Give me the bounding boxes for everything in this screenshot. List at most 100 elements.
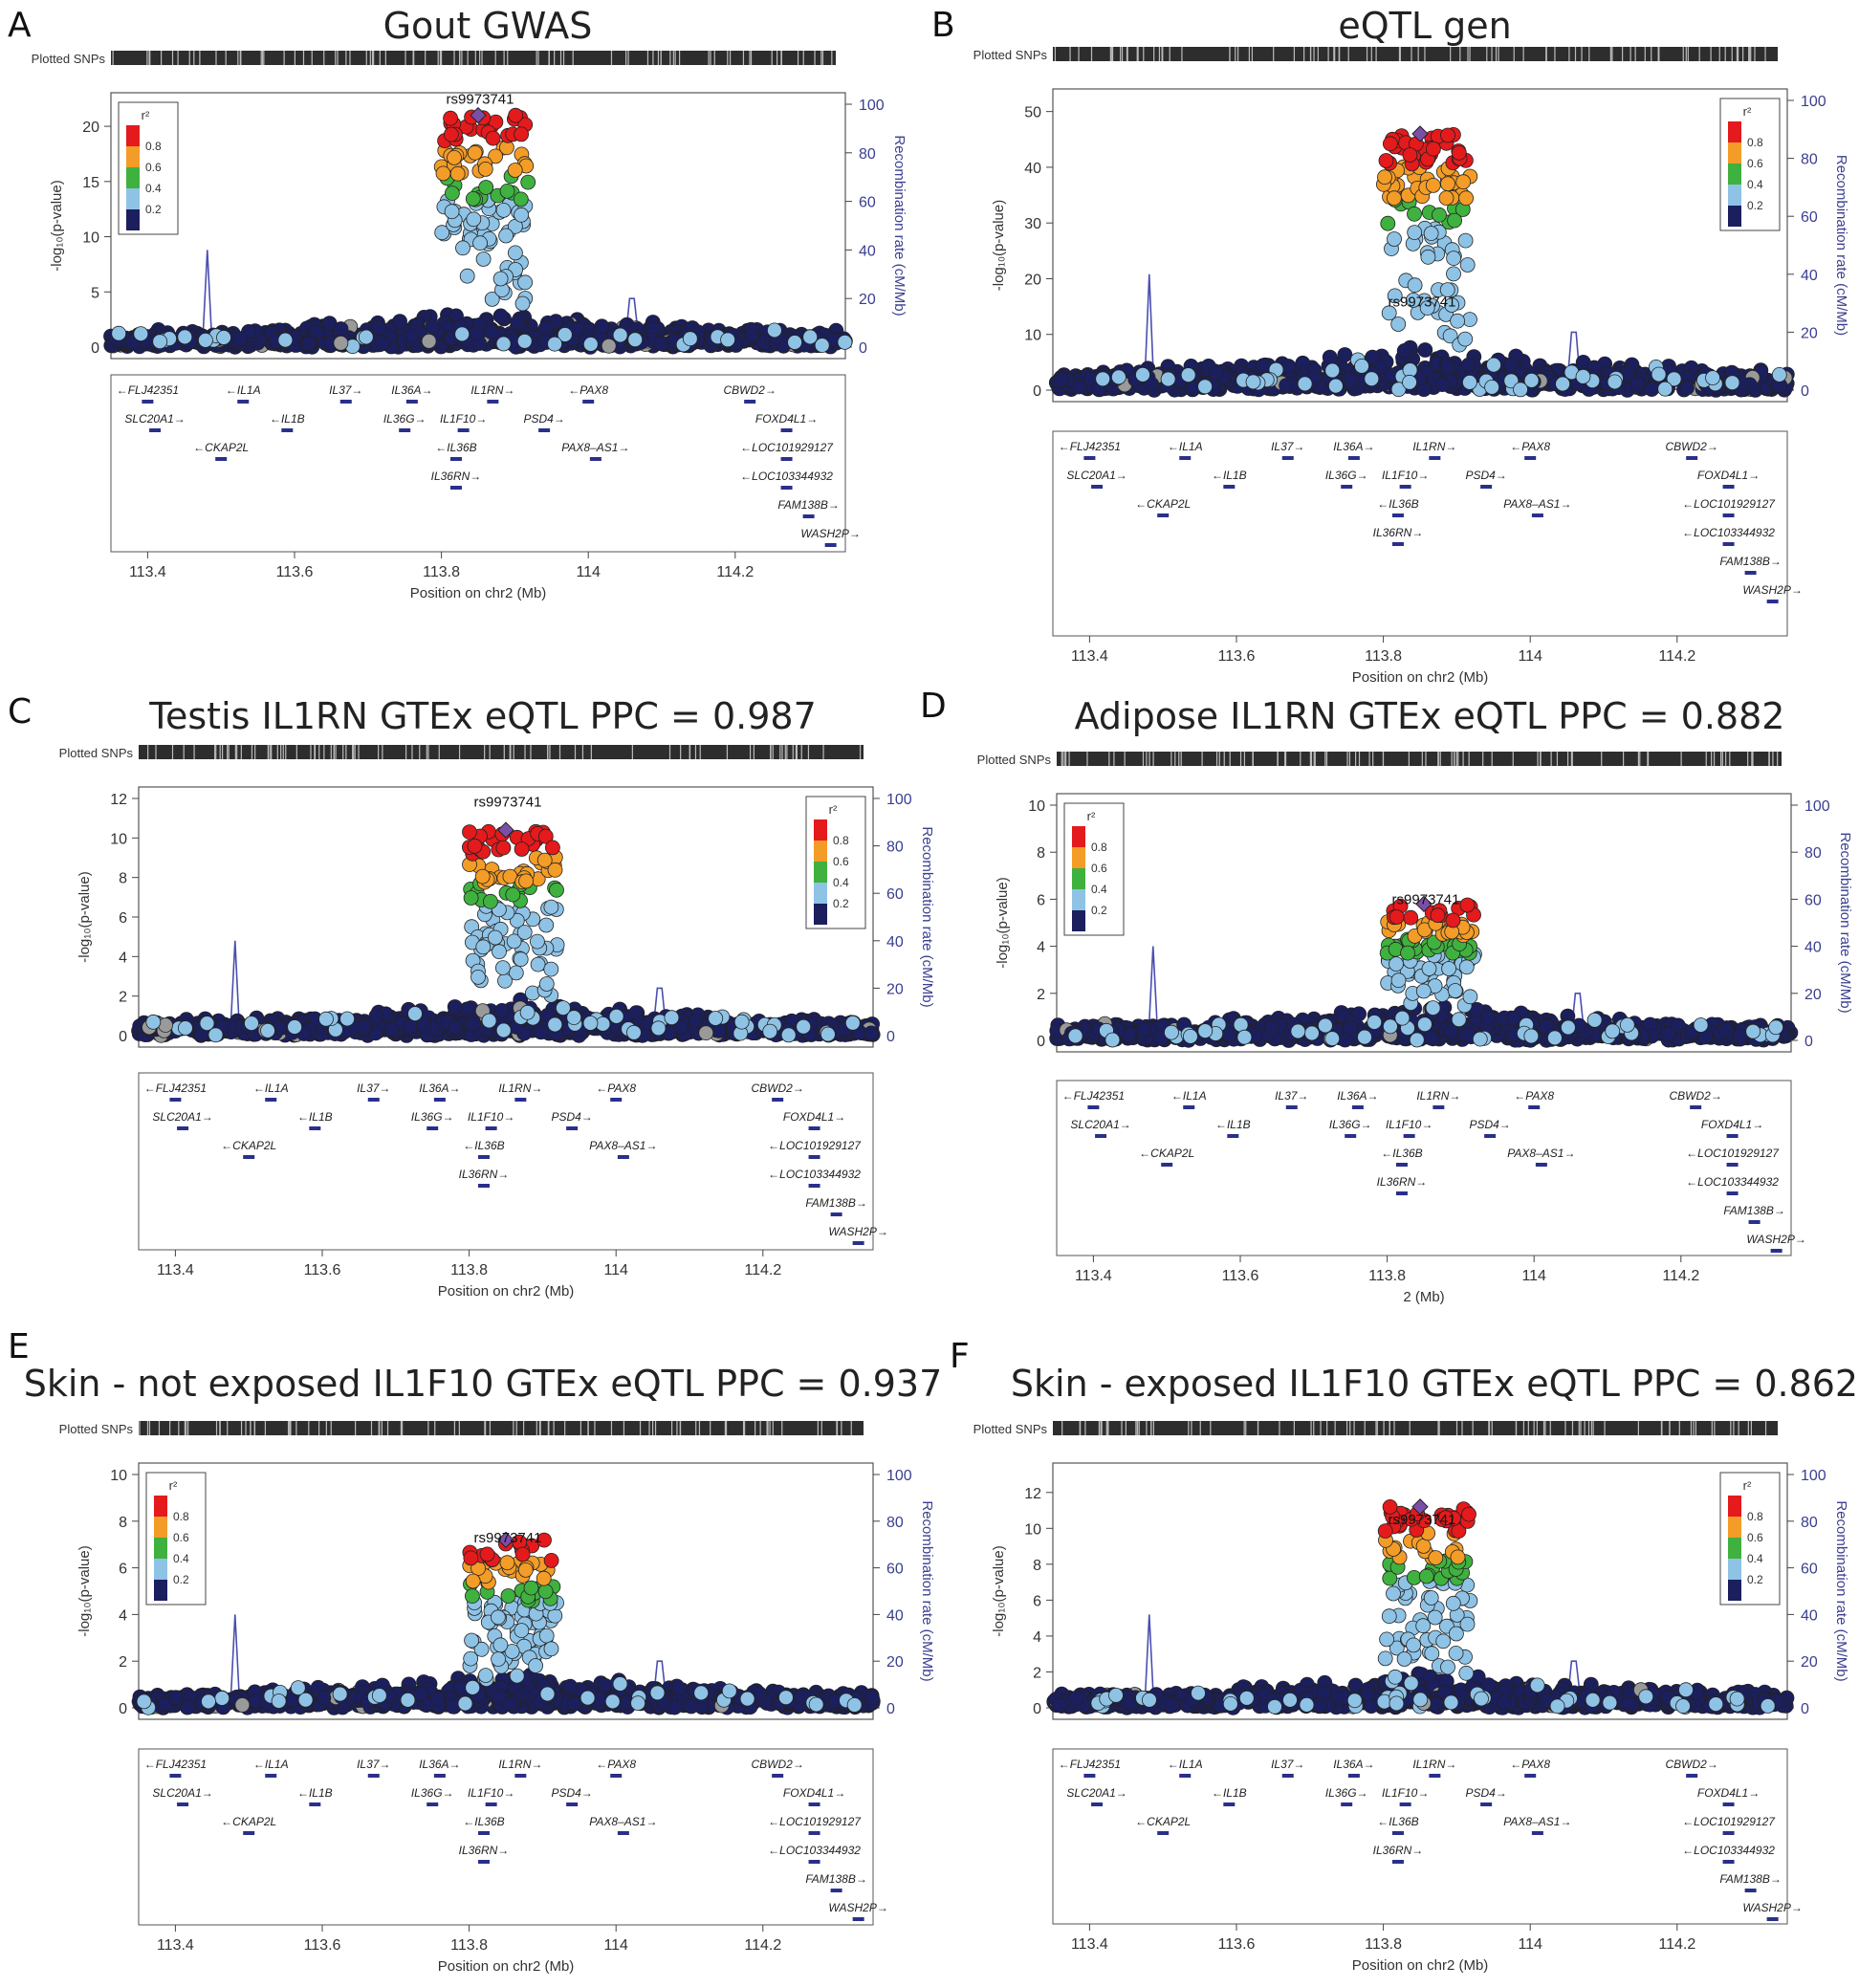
gene-body: [1179, 456, 1192, 460]
snp-point: [543, 961, 559, 977]
snp-point: [403, 1018, 418, 1035]
gene-body: [566, 1126, 579, 1130]
gene-label: ←IL1A: [226, 383, 261, 397]
snp-point: [300, 336, 317, 352]
y-tick-label: 30: [1024, 216, 1041, 232]
recomb-tick-label: 0: [859, 340, 867, 357]
snp-point: [1446, 251, 1461, 267]
snp-strip-gap: [1368, 752, 1370, 766]
snp-point: [1209, 364, 1224, 381]
panel-D: D Adipose IL1RN GTEx eQTL PPC = 0.882Plot…: [920, 687, 1853, 1305]
snp-strip-gap: [378, 1421, 380, 1435]
gene-label: IL36G→: [1325, 469, 1368, 482]
snp-point: [197, 332, 213, 348]
snp-strip-gap: [1748, 47, 1750, 61]
r2-legend-swatch: [814, 841, 827, 862]
gene-label: IL37→: [329, 383, 362, 397]
snp-strip-gap: [1086, 752, 1088, 766]
r2-legend-swatch: [1072, 889, 1085, 910]
snp-point: [513, 951, 529, 968]
gene-label: WASH2P→: [828, 1225, 887, 1238]
snp-point: [1505, 1011, 1521, 1026]
r2-legend-swatch: [126, 188, 140, 209]
snp-point: [1417, 1016, 1433, 1033]
y2-axis-label: Recombination rate (cM/Mb): [919, 826, 935, 1007]
lead-snp-label: rs9973741: [447, 92, 514, 108]
snp-point: [514, 295, 531, 312]
snp-point: [403, 328, 419, 344]
recomb-tick-label: 80: [886, 1515, 904, 1531]
snp-strip-gap: [225, 51, 227, 65]
snp-strip-gap: [1751, 752, 1753, 766]
snp-point: [536, 852, 553, 868]
snp-strip-gap: [330, 745, 332, 759]
snp-point: [1724, 375, 1740, 391]
snp-strip-gap: [453, 51, 455, 65]
snp-strip-gap: [148, 51, 150, 65]
snp-strip-gap: [419, 745, 421, 759]
snp-point: [594, 318, 610, 335]
gene-body: [237, 400, 250, 404]
snp-strip-gap: [1113, 752, 1115, 766]
recomb-tick-label: 40: [1801, 268, 1818, 284]
recomb-tick-label: 80: [1804, 845, 1822, 862]
snp-strip-gap: [264, 1421, 267, 1435]
r2-legend-swatch: [126, 146, 140, 167]
snp-strip-gap: [1348, 752, 1351, 766]
snp-strip-gap: [1229, 752, 1231, 766]
snp-strip-gap: [1370, 47, 1372, 61]
snp-point: [1705, 370, 1720, 386]
snp-strip-gap: [1721, 752, 1723, 766]
snp-strip-gap: [792, 745, 794, 759]
snp-strip-gap: [193, 51, 195, 65]
snp-point: [444, 186, 460, 202]
r2-legend-tick: 0.8: [1747, 136, 1763, 149]
snp-strip-gap: [680, 745, 682, 759]
gene-label: IL36RN→: [459, 1168, 510, 1181]
snp-point: [820, 1026, 836, 1042]
snp-strip-gap: [268, 745, 270, 759]
snp-strip-gap: [1339, 47, 1341, 61]
x-tick-label: 113.6: [276, 564, 314, 580]
recomb-tick-label: 100: [886, 792, 912, 808]
snp-strip-gap: [219, 1421, 221, 1435]
snp-point: [1344, 374, 1360, 390]
snp-strip-gap: [820, 51, 822, 65]
snp-strip-gap: [1698, 47, 1700, 61]
snp-point: [1383, 136, 1398, 152]
snp-point: [1197, 1023, 1214, 1038]
snp-point: [549, 882, 564, 898]
snp-strip-gap: [766, 1421, 768, 1435]
r2-legend-tick: 0.6: [145, 161, 162, 174]
gene-label: ←PAX8: [568, 383, 608, 397]
panel-letter: D: [920, 687, 947, 726]
snp-strip-gap: [660, 51, 662, 65]
snp-point: [1441, 961, 1456, 976]
snp-strip-gap: [474, 51, 476, 65]
snp-strip-gap: [1161, 47, 1163, 61]
snp-strip-gap: [1181, 47, 1183, 61]
r2-legend-tick: 0.2: [1091, 904, 1107, 917]
snp-strip-gap: [1468, 752, 1470, 766]
r2-legend-swatch: [1728, 142, 1741, 164]
snp-strip-gap: [308, 1421, 310, 1435]
snp-strip-gap: [652, 51, 654, 65]
snp-point: [1447, 212, 1462, 229]
snp-strip-gap: [337, 51, 339, 65]
snp-strip-gap: [724, 1421, 727, 1435]
snp-strip-gap: [1062, 752, 1064, 766]
gene-label: ←IL1B: [270, 412, 305, 426]
snp-strip-gap: [354, 745, 356, 759]
snp-strip-gap: [1425, 752, 1427, 766]
gene-body: [1770, 1249, 1782, 1253]
snp-strip-gap: [558, 745, 561, 759]
snp-point: [232, 331, 248, 347]
snp-strip-gap: [276, 745, 278, 759]
snp-strip-gap: [171, 51, 174, 65]
snp-strip-gap: [1657, 47, 1659, 61]
snp-strip-gap: [1309, 752, 1311, 766]
gene-body: [1433, 1105, 1445, 1109]
snp-point: [495, 1022, 512, 1038]
snp-point: [447, 999, 463, 1015]
snp-point: [556, 1000, 571, 1016]
